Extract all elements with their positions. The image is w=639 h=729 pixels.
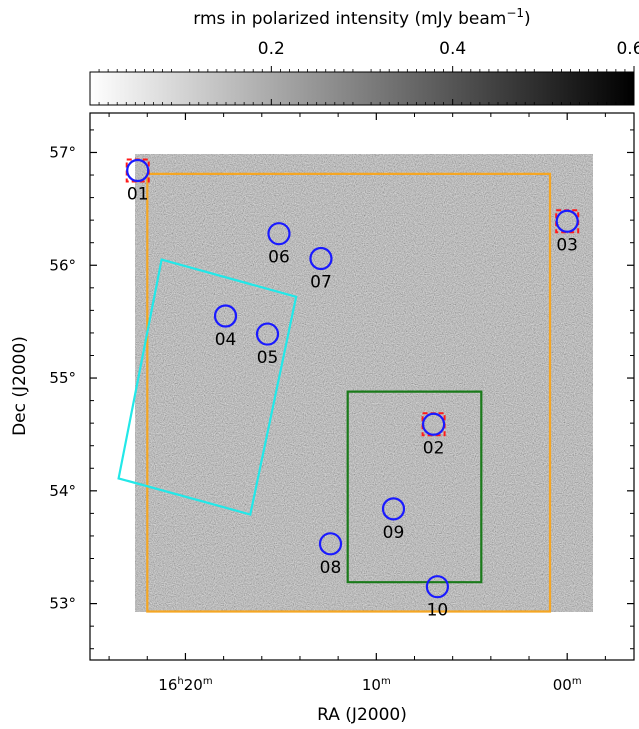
map-tile-6 bbox=[320, 240, 480, 340]
x-axis-label: RA (J2000) bbox=[317, 705, 407, 725]
colorbar-label-main: rms in polarized intensity (mJy beam bbox=[193, 9, 506, 29]
map-tile-15 bbox=[470, 470, 593, 612]
map-tile-7 bbox=[470, 210, 593, 360]
map-tile-10 bbox=[370, 300, 520, 450]
field-markers: 01 02 03 04 05 06 07 08 09 10 bbox=[125, 158, 580, 621]
noise-corner-top-right bbox=[530, 154, 593, 225]
region-orange bbox=[146, 172, 552, 613]
field-circle bbox=[213, 304, 238, 328]
map-tile-8 bbox=[135, 300, 260, 410]
colorbar-tick-label: 0.4 bbox=[439, 39, 466, 59]
map-tile-3 bbox=[430, 154, 530, 240]
ra-tick-label: 16h20m bbox=[158, 676, 212, 694]
region-green bbox=[346, 390, 483, 584]
noise-corner-bottom-right bbox=[565, 540, 593, 612]
field-circle bbox=[555, 209, 579, 233]
map-tile-5 bbox=[200, 205, 330, 340]
map-tile-13 bbox=[240, 400, 380, 530]
dec-tick-label: 53° bbox=[49, 595, 76, 613]
colorbar-label-exponent: −1 bbox=[506, 6, 524, 20]
colorbar-label-close: ) bbox=[524, 9, 531, 29]
field-circle bbox=[318, 532, 343, 556]
region-cyan bbox=[117, 258, 298, 516]
colorbar-gradient bbox=[89, 71, 635, 106]
field-circle bbox=[255, 322, 280, 346]
field-label: 04 bbox=[215, 330, 237, 350]
map-tile-11 bbox=[500, 350, 593, 480]
plot-frame bbox=[89, 112, 635, 661]
dec-tick-label: 57° bbox=[49, 143, 76, 161]
field-label: 09 bbox=[383, 523, 405, 543]
map-tile-16 bbox=[180, 480, 310, 612]
sky-map: 01 02 03 04 05 06 07 08 09 10 16h20m 10m 00m 57° 56° 5… bbox=[49, 112, 635, 694]
ra-tick-label: 10m bbox=[362, 676, 391, 694]
field-label: 03 bbox=[556, 235, 578, 255]
map-tile-9 bbox=[240, 320, 380, 430]
field-label: 08 bbox=[320, 558, 342, 578]
field-circle bbox=[421, 412, 446, 436]
dec-tick-label: 54° bbox=[49, 482, 76, 500]
y-axis-label: Dec (J2000) bbox=[10, 336, 30, 436]
field-circle bbox=[425, 575, 449, 599]
field-circle bbox=[309, 246, 333, 271]
field-label: 05 bbox=[257, 348, 279, 368]
axis-ticks: 16h20m 10m 00m 57° 56° 55° 54° 53° bbox=[49, 113, 634, 694]
colorbar-label: rms in polarized intensity (mJy beam−1) bbox=[193, 6, 530, 29]
field-label: 01 bbox=[127, 185, 149, 205]
field-circle bbox=[381, 497, 406, 521]
field-label: 06 bbox=[268, 248, 290, 268]
dec-tick-label: 56° bbox=[49, 256, 76, 274]
field-circle bbox=[126, 158, 150, 183]
map-tile-18 bbox=[400, 540, 540, 612]
map-tile-14 bbox=[370, 420, 520, 540]
colorbar-ticks: 0.2 0.4 0.6 bbox=[98, 39, 639, 105]
dec-tick-label: 55° bbox=[49, 369, 76, 387]
rms-map-image bbox=[135, 154, 593, 612]
ra-tick-label: 00m bbox=[553, 676, 582, 694]
map-tile-17 bbox=[300, 500, 410, 612]
survey-regions bbox=[117, 172, 552, 613]
field-circle bbox=[267, 222, 291, 246]
colorbar-tick-label: 0.6 bbox=[616, 39, 639, 59]
map-tile-2 bbox=[290, 154, 430, 250]
field-label: 07 bbox=[310, 272, 332, 292]
colorbar-tick-label: 0.2 bbox=[258, 39, 285, 59]
field-label: 10 bbox=[427, 601, 449, 621]
colorbar: rms in polarized intensity (mJy beam−1) … bbox=[89, 6, 639, 106]
map-tile-1 bbox=[135, 154, 300, 310]
field-label: 02 bbox=[423, 438, 445, 458]
